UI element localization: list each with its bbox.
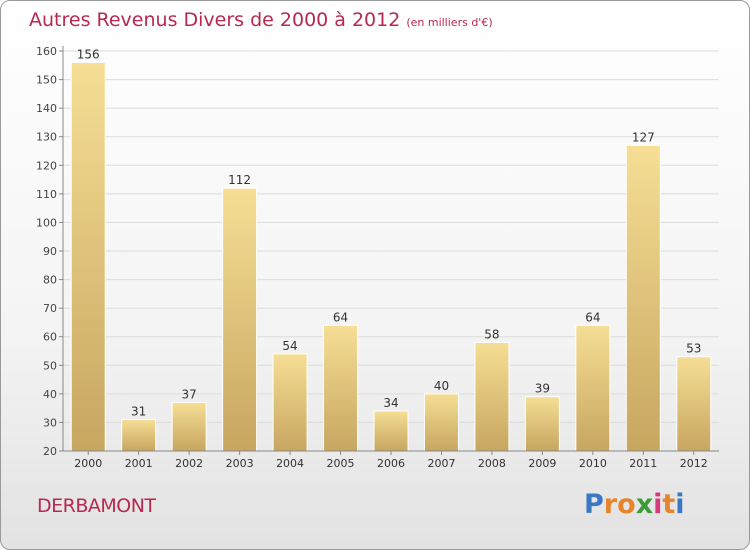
data-label-2007: 40 [434, 379, 449, 393]
y-tick-label: 30 [43, 416, 57, 429]
logo-letter: r [603, 489, 618, 520]
y-tick-label: 130 [36, 131, 57, 144]
x-tick-label: 2012 [680, 457, 708, 470]
logo-letter: t [662, 489, 676, 520]
y-tick-label: 80 [43, 274, 57, 287]
bar-2006 [373, 410, 409, 452]
data-label-2009: 39 [535, 382, 550, 396]
bar-2003 [222, 187, 258, 452]
y-tick-label: 160 [36, 45, 57, 58]
x-tick-label: 2003 [226, 457, 254, 470]
logo-letter: i [675, 489, 685, 520]
data-label-2000: 156 [77, 47, 100, 61]
logo-letter: P [584, 489, 604, 520]
data-label-2005: 64 [333, 310, 348, 324]
y-tick-label: 120 [36, 159, 57, 172]
x-tick-label: 2000 [74, 457, 102, 470]
bar-2001 [121, 419, 157, 452]
y-tick-label: 70 [43, 302, 57, 315]
y-tick-label: 150 [36, 74, 57, 87]
y-tick-label: 60 [43, 331, 57, 344]
y-tick-label: 20 [43, 445, 57, 458]
bar-2011 [625, 144, 661, 452]
x-tick-label: 2008 [478, 457, 506, 470]
bar-2008 [474, 341, 510, 452]
y-tick-label: 100 [36, 216, 57, 229]
y-tick-label: 140 [36, 102, 57, 115]
x-tick-label: 2011 [629, 457, 657, 470]
bar-2002 [171, 401, 207, 452]
logo-letter: x [635, 489, 654, 520]
y-tick-label: 110 [36, 188, 57, 201]
chart-title: Autres Revenus Divers de 2000 à 2012 (en … [29, 9, 493, 31]
x-tick-label: 2005 [327, 457, 355, 470]
data-label-2008: 58 [484, 327, 499, 341]
x-tick-label: 2004 [276, 457, 304, 470]
x-tick-label: 2009 [528, 457, 556, 470]
y-tick-label: 40 [43, 388, 57, 401]
chart-subtitle: (en milliers d'€) [406, 16, 493, 29]
proxiti-logo: Proxiti [584, 489, 685, 520]
x-tick-label: 2007 [427, 457, 455, 470]
data-label-2002: 37 [182, 387, 197, 401]
y-tick-label: 90 [43, 245, 57, 258]
data-label-2003: 112 [228, 173, 251, 187]
bar-2012 [676, 356, 712, 452]
bar-2010 [575, 324, 611, 452]
bar-2009 [524, 396, 560, 452]
bar-2005 [323, 324, 359, 452]
logo-letter: o [617, 489, 636, 520]
data-label-2001: 31 [131, 405, 146, 419]
x-tick-label: 2006 [377, 457, 405, 470]
bar-2004 [272, 353, 308, 452]
data-label-2006: 34 [383, 396, 398, 410]
x-tick-label: 2001 [125, 457, 153, 470]
data-label-2011: 127 [632, 130, 655, 144]
x-tick-label: 2010 [579, 457, 607, 470]
logo-letter: i [653, 489, 663, 520]
data-label-2010: 64 [585, 310, 600, 324]
bar-2007 [423, 393, 459, 452]
data-label-2004: 54 [282, 339, 297, 353]
bar-2000 [70, 61, 106, 452]
commune-name: DERBAMONT [37, 495, 156, 517]
data-label-2012: 53 [686, 342, 701, 356]
x-tick-label: 2002 [175, 457, 203, 470]
y-tick-label: 50 [43, 359, 57, 372]
